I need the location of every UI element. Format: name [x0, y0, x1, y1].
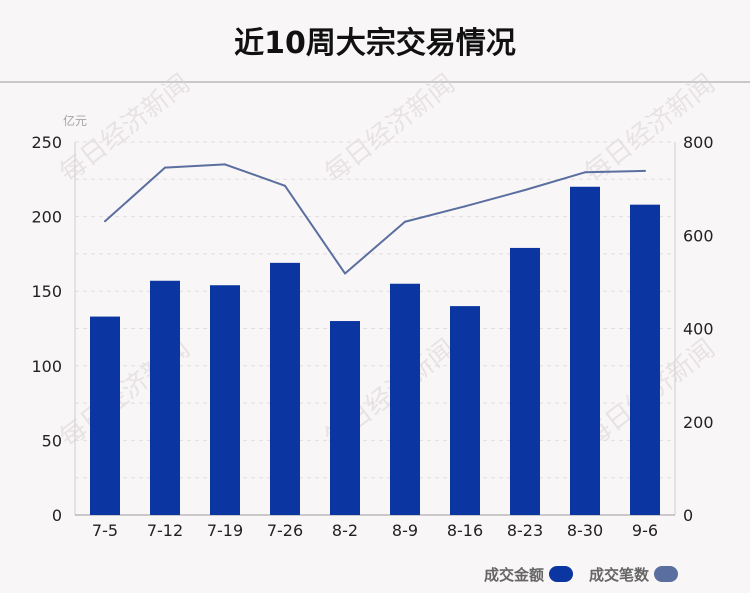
legend-label-count: 成交笔数	[589, 565, 650, 584]
bar-7-12	[150, 280, 180, 515]
line-series	[104, 163, 646, 275]
bar-8-9	[390, 283, 420, 515]
legend-swatch-amount	[549, 566, 574, 582]
x-tick-label: 9-6	[632, 521, 658, 540]
line-point-9-6	[644, 169, 646, 172]
right-tick-label: 0	[683, 506, 693, 525]
legend-label-amount: 成交金额	[484, 565, 545, 584]
left-tick-label: 0	[52, 506, 62, 525]
left-tick-label: 200	[31, 208, 62, 227]
line-point-8-16	[464, 205, 466, 208]
x-tick-label: 8-9	[392, 521, 418, 540]
bar-series	[90, 186, 660, 515]
line-point-8-9	[404, 220, 406, 223]
right-tick-label: 800	[683, 133, 714, 152]
line-path	[104, 163, 646, 275]
left-tick-label: 150	[31, 282, 62, 301]
right-tick-label: 600	[683, 226, 714, 245]
legend-swatch-count	[654, 566, 679, 582]
x-tick-label: 8-23	[507, 521, 543, 540]
x-tick-label: 7-26	[267, 521, 303, 540]
left-tick-label: 50	[42, 431, 62, 450]
line-point-8-2	[344, 272, 346, 275]
bar-7-26	[270, 262, 300, 515]
bar-8-30	[570, 186, 600, 515]
right-tick-label: 400	[683, 320, 714, 339]
bar-9-6	[630, 204, 660, 515]
x-tick-label: 7-12	[147, 521, 183, 540]
tick-labels: 0 50 100 150 200 250 0 200 400 600 800 7-5 7-12 7-19 7…	[31, 113, 713, 540]
watermark-text: 每日经济新闻	[54, 69, 195, 189]
line-point-7-12	[164, 166, 166, 169]
bar-8-16	[450, 306, 480, 515]
left-axis-unit: 亿元	[63, 113, 87, 128]
watermark-text: 每日经济新闻	[579, 69, 720, 189]
x-tick-label: 8-2	[332, 521, 358, 540]
bar-7-19	[210, 285, 240, 515]
line-point-7-19	[224, 163, 226, 166]
x-tick-label: 7-5	[92, 521, 118, 540]
chart-title: 近10周大宗交易情况	[234, 26, 516, 61]
legend: 成交金额 成交笔数	[484, 563, 679, 585]
line-point-8-23	[524, 189, 526, 192]
bar-8-2	[330, 321, 360, 515]
left-tick-label: 100	[31, 357, 62, 376]
x-tick-label: 8-30	[567, 521, 603, 540]
watermark-text: 每日经济新闻	[319, 69, 460, 189]
bar-8-23	[510, 247, 540, 515]
right-tick-label: 200	[683, 413, 714, 432]
line-point-7-26	[284, 184, 286, 187]
bar-7-5	[90, 316, 120, 515]
line-point-7-5	[104, 220, 106, 223]
x-tick-label: 8-16	[447, 521, 483, 540]
x-tick-label: 7-19	[207, 521, 243, 540]
left-tick-label: 250	[31, 133, 62, 152]
line-point-8-30	[584, 171, 586, 174]
title-divider	[0, 81, 750, 83]
